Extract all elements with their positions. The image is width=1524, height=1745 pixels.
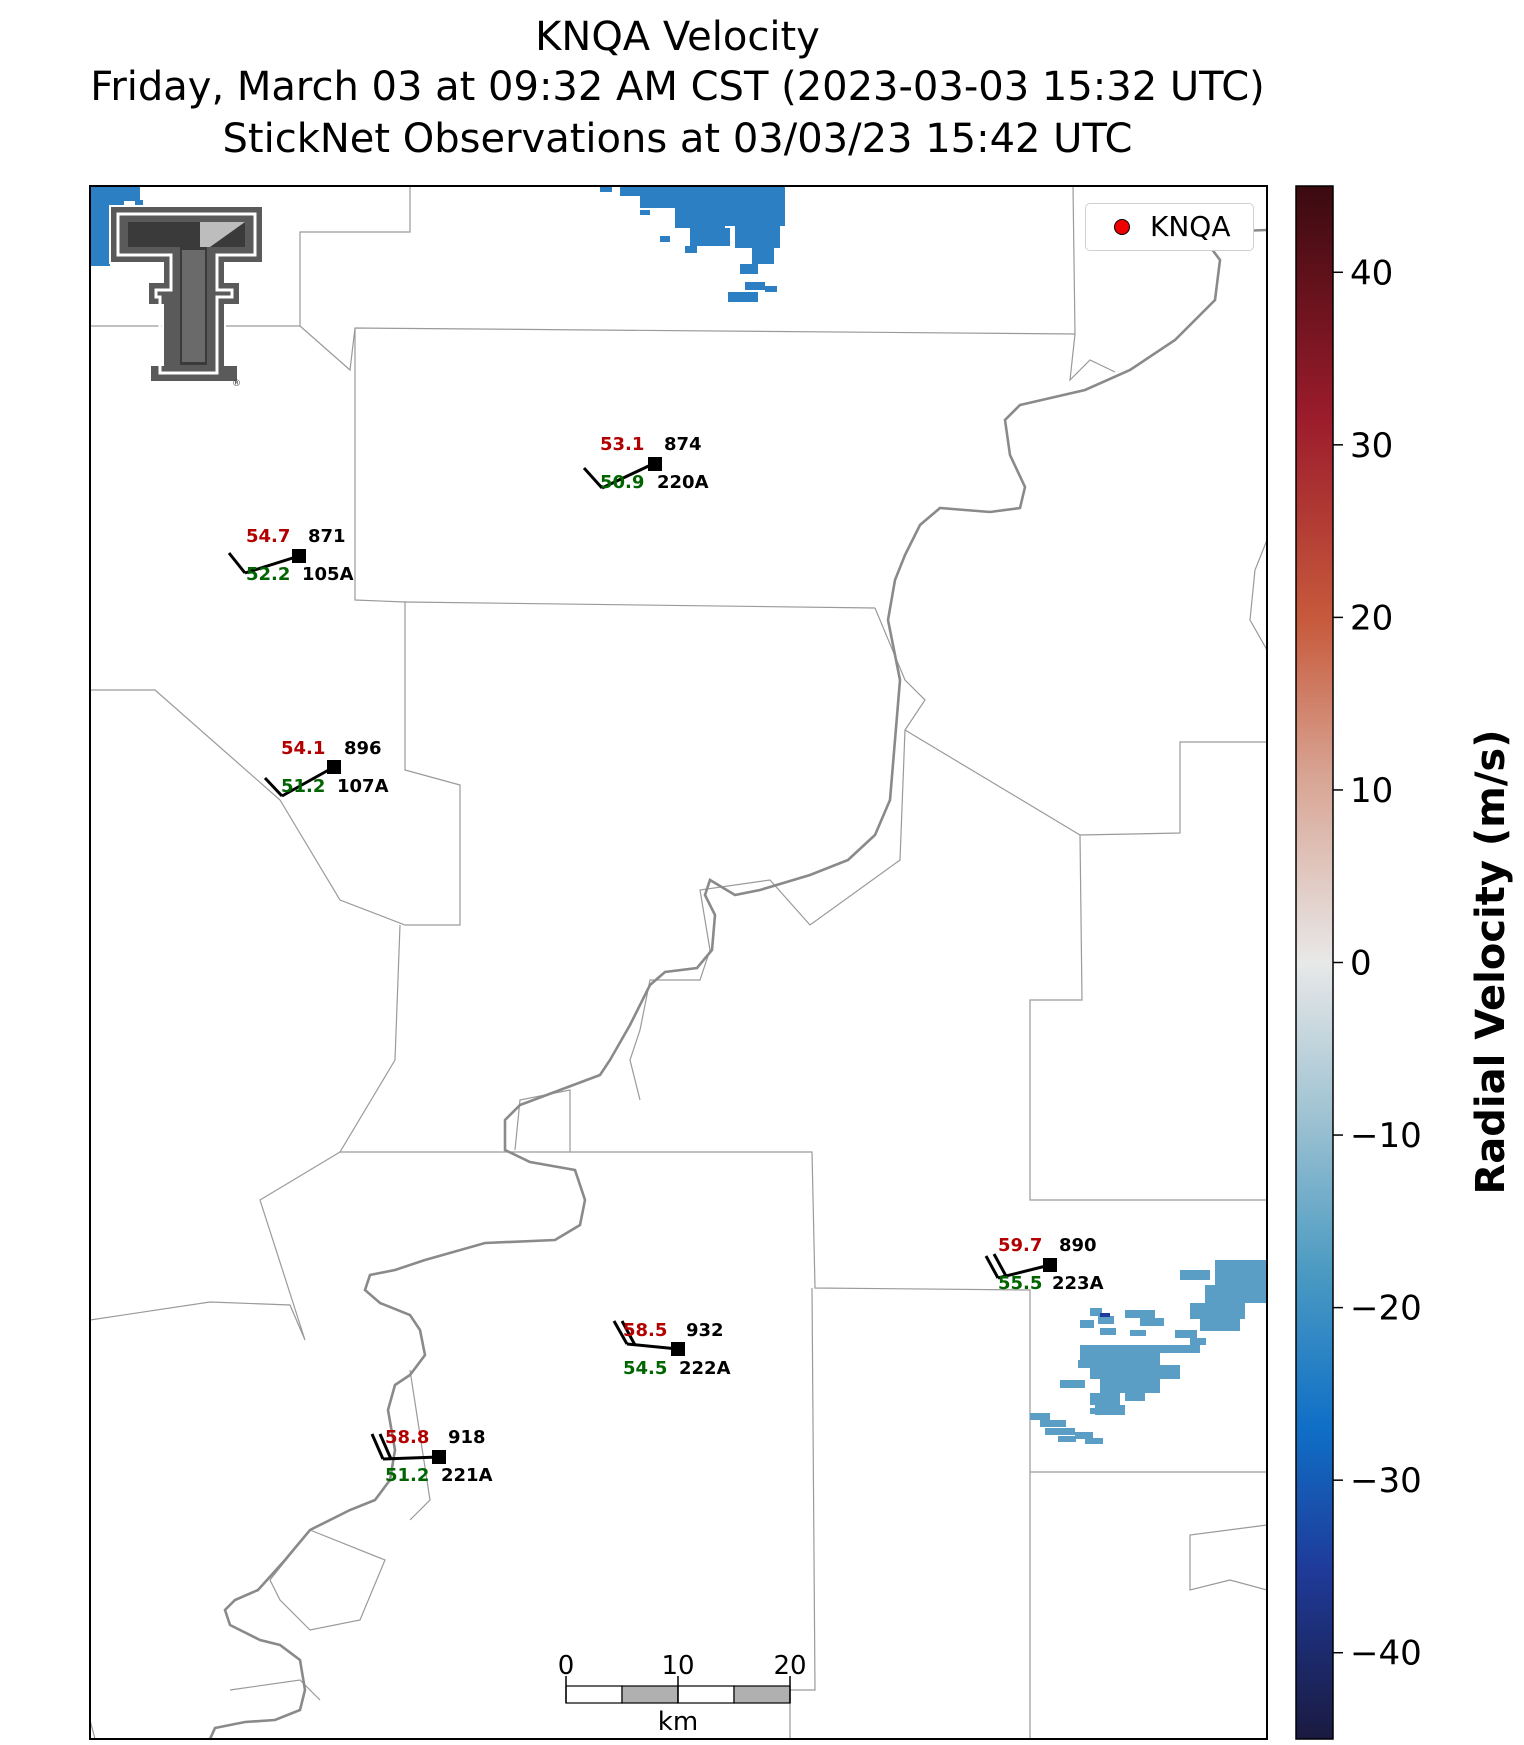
station-marker xyxy=(292,549,306,563)
station-id: 874 xyxy=(664,434,702,455)
colorbar-ticks: 40 30 20 10 0 −10 −20 −30 −40 xyxy=(1333,253,1422,1674)
station-marker xyxy=(1043,1258,1057,1272)
station-probe: 107A xyxy=(337,776,389,797)
radar-echoes-se xyxy=(1030,1260,1267,1444)
texas-tech-logo: ® xyxy=(109,205,264,389)
station-marker xyxy=(432,1450,446,1464)
sticknet-station: 54.1 896 51.2 107A xyxy=(263,738,389,798)
map-area xyxy=(90,186,1267,1739)
map-legend: KNQA xyxy=(1085,203,1254,251)
station-id: 871 xyxy=(308,526,346,547)
colorbar-tick-label: −10 xyxy=(1350,1116,1422,1156)
station-probe: 222A xyxy=(679,1358,731,1379)
scale-unit: km xyxy=(658,1707,698,1737)
sticknet-station: 54.7 871 52.2 105A xyxy=(227,526,354,585)
colorbar-tick-label: 20 xyxy=(1350,598,1393,638)
station-temperature: 54.1 xyxy=(281,738,325,759)
sticknet-station: 59.7 890 55.5 223A xyxy=(984,1235,1104,1294)
station-marker xyxy=(648,457,662,471)
station-id: 896 xyxy=(344,738,382,759)
sticknet-station: 58.8 918 51.2 221A xyxy=(370,1427,493,1486)
sticknet-station: 53.1 874 50.9 220A xyxy=(582,434,709,493)
station-temperature: 54.7 xyxy=(246,526,290,547)
station-id: 890 xyxy=(1059,1235,1097,1256)
station-dewpoint: 55.5 xyxy=(998,1273,1042,1294)
colorbar-tick-label: 10 xyxy=(1350,771,1393,811)
colorbar xyxy=(1295,185,1334,1740)
scale-label-10: 10 xyxy=(661,1651,694,1681)
title-datetime: Friday, March 03 at 09:32 AM CST (2023-0… xyxy=(90,64,1265,110)
station-dewpoint: 54.5 xyxy=(623,1358,667,1379)
river-line xyxy=(208,228,1267,1739)
station-dewpoint: 51.2 xyxy=(385,1465,429,1486)
station-temperature: 53.1 xyxy=(600,434,644,455)
title-radar-product: KNQA Velocity xyxy=(535,14,820,60)
colorbar-tick-label: 0 xyxy=(1350,944,1372,984)
station-id: 932 xyxy=(686,1320,724,1341)
scale-label-20: 20 xyxy=(773,1651,806,1681)
station-dewpoint: 51.2 xyxy=(281,776,325,797)
station-probe: 221A xyxy=(441,1465,493,1486)
colorbar-label: Radial Velocity (m/s) xyxy=(1468,729,1514,1194)
station-dewpoint: 52.2 xyxy=(246,564,290,585)
station-probe: 220A xyxy=(657,472,709,493)
scale-bar: 0 10 20 km xyxy=(558,1651,807,1737)
sticknet-station: 58.5 932 54.5 222A xyxy=(612,1320,731,1379)
station-probe: 223A xyxy=(1052,1273,1104,1294)
station-temperature: 58.5 xyxy=(623,1320,667,1341)
station-temperature: 59.7 xyxy=(998,1235,1042,1256)
station-probe: 105A xyxy=(302,564,354,585)
map-frame xyxy=(89,185,1268,1740)
legend-label: KNQA xyxy=(1150,210,1231,243)
radar-site-marker-icon xyxy=(1114,219,1130,235)
radar-echo-strong xyxy=(1100,1313,1110,1317)
title-sticknet-obs: StickNet Observations at 03/03/23 15:42 … xyxy=(222,116,1133,162)
station-dewpoint: 50.9 xyxy=(600,472,644,493)
station-temperature: 58.8 xyxy=(385,1427,429,1448)
county-boundaries xyxy=(90,186,1267,1739)
colorbar-tick-label: −40 xyxy=(1350,1634,1422,1674)
colorbar-tick-label: 40 xyxy=(1350,253,1393,293)
colorbar-tick-label: 30 xyxy=(1350,426,1393,466)
station-id: 918 xyxy=(448,1427,486,1448)
colorbar-tick-label: −30 xyxy=(1350,1461,1422,1501)
station-marker xyxy=(327,760,341,774)
scale-label-0: 0 xyxy=(558,1651,575,1681)
colorbar-tick-label: −20 xyxy=(1350,1289,1422,1329)
station-marker xyxy=(671,1342,685,1356)
registered-mark: ® xyxy=(232,379,241,389)
